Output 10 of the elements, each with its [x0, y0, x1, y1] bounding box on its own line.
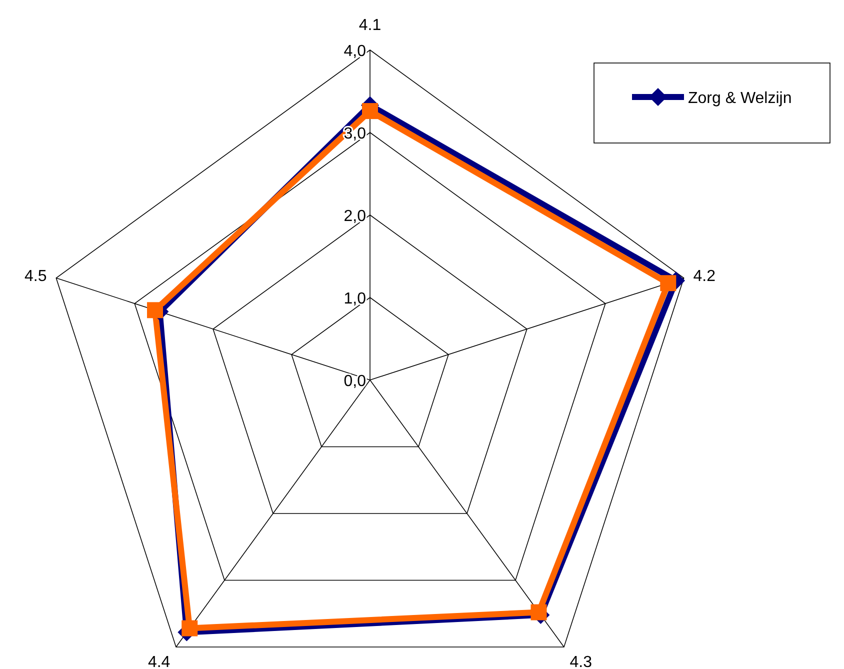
- spoke-label: 4.2: [693, 268, 716, 285]
- spoke-label: 4.3: [570, 654, 592, 669]
- legend-label: Zorg & Welzijn: [688, 90, 792, 107]
- y-tick-label: 1,0: [344, 290, 366, 308]
- y-tick-label: 4,0: [344, 43, 366, 60]
- y-tick-label: 0,0: [344, 373, 366, 390]
- y-tick-label: 2,0: [344, 208, 366, 225]
- spoke-label: 4.4: [148, 654, 170, 669]
- spoke-label: 4.5: [24, 268, 47, 285]
- spoke-label: 4.1: [358, 17, 382, 34]
